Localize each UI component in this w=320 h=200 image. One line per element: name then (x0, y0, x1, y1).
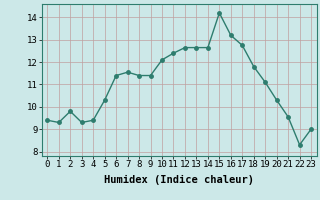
X-axis label: Humidex (Indice chaleur): Humidex (Indice chaleur) (104, 175, 254, 185)
